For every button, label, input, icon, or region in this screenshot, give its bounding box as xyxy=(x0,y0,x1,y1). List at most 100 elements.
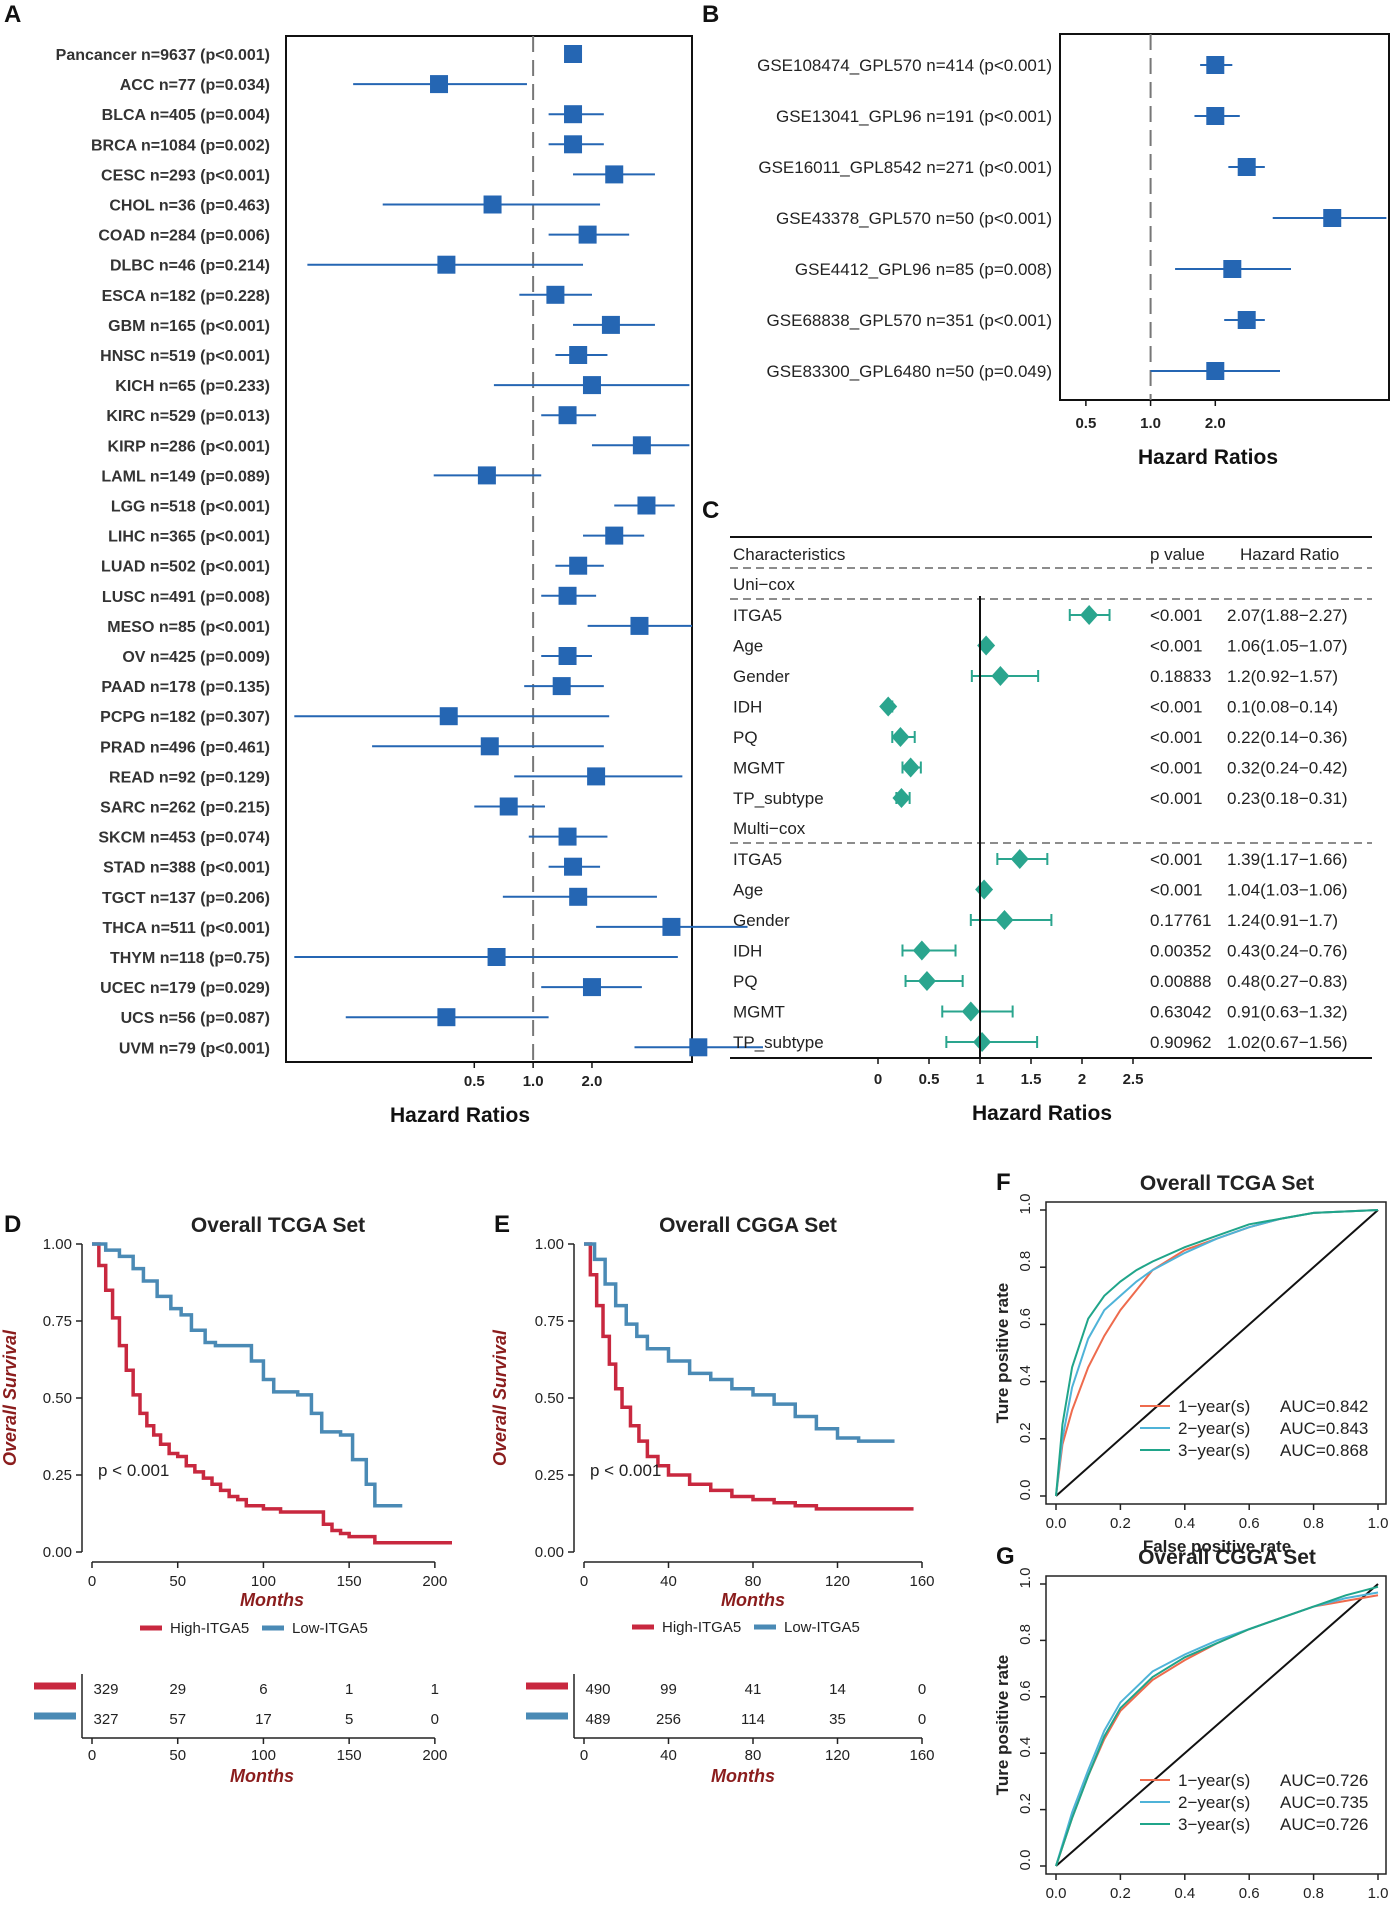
y-tick-label: 1.0 xyxy=(1017,1568,1034,1589)
risk-count: 327 xyxy=(93,1711,118,1728)
hazard-ratio-text: 0.1(0.08−0.14) xyxy=(1227,698,1338,717)
panel-letter-f: F xyxy=(996,1169,1011,1196)
row-label: LUAD n=502 (p<0.001) xyxy=(101,559,270,576)
hr-point xyxy=(689,1038,708,1057)
panel-letter-g: G xyxy=(996,1543,1015,1570)
column-header: p value xyxy=(1150,545,1205,564)
panel-letter-a: A xyxy=(4,1,21,28)
x-tick-label: 50 xyxy=(169,1573,186,1590)
roc-curve-3yr xyxy=(1055,1585,1379,1867)
p-value: <0.001 xyxy=(1150,850,1202,869)
legend-auc: AUC=0.842 xyxy=(1280,1397,1368,1416)
hr-point xyxy=(1206,56,1225,74)
hazard-ratio-text: 2.07(1.88−2.27) xyxy=(1227,606,1348,625)
p-value: <0.001 xyxy=(1150,881,1202,900)
hr-point xyxy=(995,910,1014,930)
x-tick-label: 0.6 xyxy=(1239,1885,1260,1902)
y-tick-label: 0.0 xyxy=(1017,1480,1034,1501)
plot-frame xyxy=(1045,1575,1387,1875)
x-tick-label: 160 xyxy=(909,1573,934,1590)
risk-count: 29 xyxy=(169,1681,186,1698)
hr-point xyxy=(578,225,597,244)
y-tick-label: 0.2 xyxy=(1017,1793,1034,1814)
hazard-ratio-text: 1.24(0.91−1.7) xyxy=(1227,911,1338,930)
x-tick-label: 200 xyxy=(422,1573,447,1590)
x-tick-label: 1.0 xyxy=(523,1073,544,1090)
x-tick-label: 2 xyxy=(1078,1071,1086,1088)
roc-plot-cgga: Overall CGGA Set 0.0 0.0 0.2 0.2 0.4 0.4 0.6 0.6… xyxy=(993,1546,1388,1902)
y-axis-title: Overall Survival xyxy=(0,1329,20,1466)
risk-x-tick-label: 0 xyxy=(88,1747,96,1764)
hr-point xyxy=(975,879,994,900)
hr-point xyxy=(582,978,601,997)
y-tick-label: 0.50 xyxy=(43,1390,72,1407)
risk-count: 0 xyxy=(431,1711,439,1728)
y-tick-label: 0.00 xyxy=(535,1544,564,1561)
hr-point xyxy=(480,737,499,756)
x-tick-label: 1 xyxy=(976,1071,984,1088)
row-label: MESO n=85 (p<0.001) xyxy=(107,619,270,636)
p-value: 0.18833 xyxy=(1150,667,1211,686)
hr-point xyxy=(973,1032,992,1052)
roc-curve-3yr xyxy=(1055,1209,1379,1497)
y-tick-label: 1.0 xyxy=(1017,1194,1034,1215)
hr-point xyxy=(582,376,601,395)
hr-point xyxy=(439,707,458,726)
x-tick-label: 0.0 xyxy=(1046,1515,1067,1532)
y-tick-label: 0.6 xyxy=(1017,1308,1034,1329)
y-tick-label: 0.75 xyxy=(43,1313,72,1330)
x-tick-label: 0.8 xyxy=(1303,1515,1324,1532)
hr-point xyxy=(892,788,911,808)
survival-curve-low xyxy=(584,1242,895,1443)
row-label: ITGA5 xyxy=(733,850,782,869)
x-axis-title: Months xyxy=(721,1590,785,1610)
row-label: CESC n=293 (p<0.001) xyxy=(101,167,270,184)
legend-label: 3−year(s) xyxy=(1178,1441,1250,1460)
chart-title: Overall TCGA Set xyxy=(1140,1172,1314,1195)
p-value: 0.00352 xyxy=(1150,942,1211,961)
p-value-annotation: p < 0.001 xyxy=(590,1461,661,1480)
risk-count: 41 xyxy=(745,1681,762,1698)
risk-x-tick-label: 120 xyxy=(825,1747,850,1764)
hr-point xyxy=(891,727,910,747)
plot-frame xyxy=(1059,33,1390,401)
roc-plot-tcga: Overall TCGA Set 0.0 0.0 0.2 0.2 0.4 0.4 0.6 0.6… xyxy=(993,1172,1388,1556)
legend-label: 2−year(s) xyxy=(1178,1419,1250,1438)
risk-x-tick-label: 160 xyxy=(909,1747,934,1764)
y-tick-label: 0.0 xyxy=(1017,1850,1034,1871)
hr-point xyxy=(901,757,920,778)
x-tick-label: 0.0 xyxy=(1046,1885,1067,1902)
hr-point xyxy=(662,917,681,936)
hr-point xyxy=(1010,849,1029,869)
row-label: UVM n=79 (p<0.001) xyxy=(119,1040,270,1057)
risk-count: 256 xyxy=(656,1711,681,1728)
legend-label-low: Low-ITGA5 xyxy=(292,1620,368,1637)
risk-count: 99 xyxy=(660,1681,677,1698)
row-label: GSE68838_GPL570 n=351 (p<0.001) xyxy=(767,311,1052,330)
row-label: KIRC n=529 (p=0.013) xyxy=(106,408,270,425)
row-label: GSE83300_GPL6480 n=50 (p=0.049) xyxy=(767,362,1052,381)
y-tick-label: 0.4 xyxy=(1017,1737,1034,1758)
x-tick-label: 150 xyxy=(337,1573,362,1590)
row-label: LGG n=518 (p<0.001) xyxy=(111,499,270,516)
hazard-ratio-text: 1.02(0.67−1.56) xyxy=(1227,1033,1348,1052)
panel-letter-e: E xyxy=(494,1211,510,1238)
risk-count: 329 xyxy=(93,1681,118,1698)
y-tick-label: 0.25 xyxy=(535,1467,564,1484)
hr-point xyxy=(564,857,583,876)
hr-point xyxy=(961,1001,980,1022)
hr-point xyxy=(558,827,577,846)
row-label: SKCM n=453 (p=0.074) xyxy=(98,830,270,847)
hr-point xyxy=(1237,158,1256,176)
hr-point xyxy=(630,616,649,635)
y-tick-label: 0.50 xyxy=(535,1390,564,1407)
hr-point xyxy=(569,887,588,906)
y-tick-label: 1.00 xyxy=(535,1236,564,1253)
hazard-ratio-text: 0.32(0.24−0.42) xyxy=(1227,759,1348,778)
hr-point xyxy=(477,466,496,485)
hr-point xyxy=(1080,605,1099,625)
legend-auc: AUC=0.868 xyxy=(1280,1441,1368,1460)
p-value: <0.001 xyxy=(1150,637,1202,656)
y-tick-label: 0.8 xyxy=(1017,1624,1034,1645)
x-axis-title: Hazard Ratios xyxy=(390,1104,530,1127)
